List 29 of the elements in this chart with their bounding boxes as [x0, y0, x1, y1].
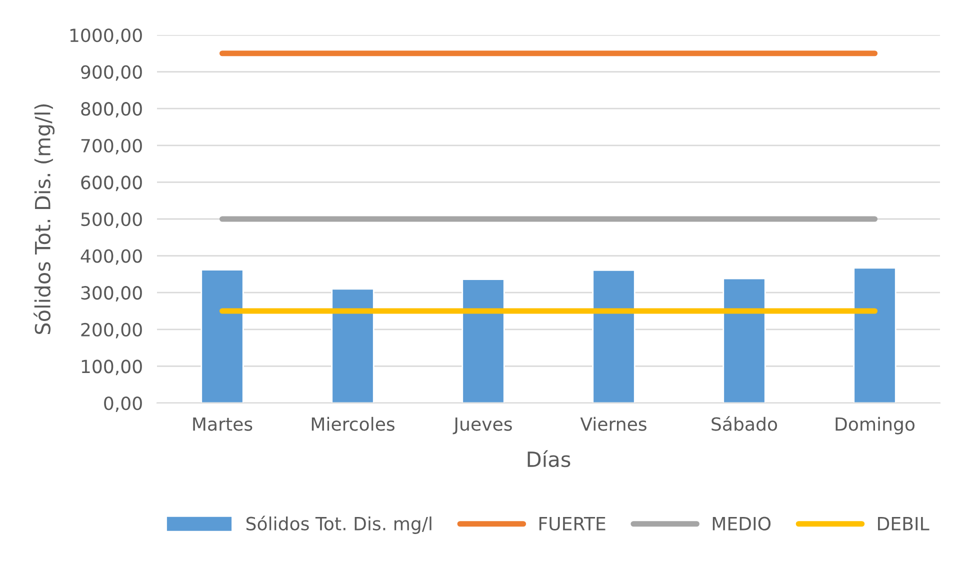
bar	[331, 288, 374, 403]
y-tick-label: 1000,00	[70, 28, 142, 44]
bar	[722, 278, 766, 403]
legend-label: Sólidos Tot. Dis. mg/l	[246, 516, 432, 534]
x-tick-label: Martes	[193, 417, 252, 431]
bar	[853, 267, 896, 403]
y-tick-label: 900,00	[81, 65, 142, 81]
legend-label: MEDIO	[712, 516, 771, 530]
bar	[592, 269, 636, 403]
y-tick-label: 200,00	[81, 322, 142, 338]
y-tick-label: 600,00	[81, 176, 142, 192]
bar	[200, 269, 244, 403]
y-tick-label: 500,00	[81, 212, 142, 228]
y-tick-label: 100,00	[82, 360, 142, 376]
x-tick-label: Jueves	[452, 417, 512, 434]
y-tick-label: 800,00	[81, 102, 142, 118]
x-tick-label: Domingo	[836, 416, 915, 434]
x-axis-title: Días	[528, 450, 570, 468]
x-tick-label: Miercoles	[312, 416, 394, 431]
legend-label: FUERTE	[539, 517, 606, 530]
bar	[462, 278, 505, 403]
legend-label: DEBIL	[878, 517, 930, 530]
x-tick-label: Viernes	[580, 416, 646, 431]
y-tick-label: 0,00	[104, 396, 142, 412]
y-axis-title: Sólidos Tot. Dis. (mg/l)	[34, 104, 55, 334]
y-tick-label: 400,00	[80, 249, 142, 265]
x-tick-label: Sábado	[712, 416, 778, 431]
y-tick-label: 300,00	[81, 286, 142, 302]
y-tick-label: 700,00	[81, 138, 142, 154]
